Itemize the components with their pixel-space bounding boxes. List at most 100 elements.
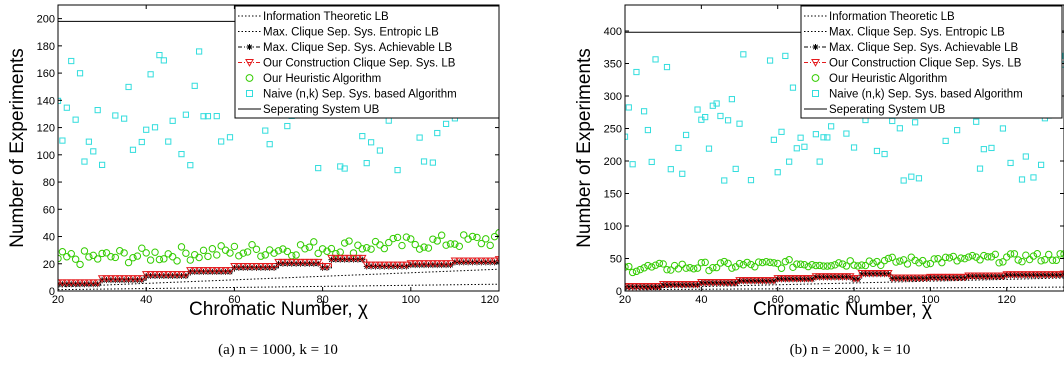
heuristic-point — [922, 260, 931, 268]
construction-lb-marker — [111, 275, 120, 283]
heuristic-point — [1041, 256, 1049, 264]
naive-point — [156, 51, 163, 59]
legend-entry-label: Information Theoretic LB — [829, 11, 955, 23]
heuristic-point — [283, 247, 292, 256]
achievable-lb-marker — [1003, 272, 1010, 279]
heuristic-point — [213, 251, 221, 259]
naive-point — [797, 134, 804, 141]
naive-point — [442, 120, 450, 127]
heuristic-point — [186, 256, 195, 264]
heuristic-point — [102, 249, 111, 257]
construction-lb-marker — [327, 254, 336, 263]
y-tick-label: 0 — [616, 286, 622, 298]
achievable-lb-marker — [112, 277, 119, 284]
x-tick-label: 20 — [52, 294, 64, 306]
achievable-lb-marker — [469, 259, 476, 266]
heuristic-point — [168, 253, 177, 261]
heuristic-point — [720, 257, 728, 266]
achievable-lb-marker — [633, 284, 640, 291]
achievable-lb-marker — [451, 259, 458, 266]
x-tick-label: 60 — [772, 294, 784, 306]
heuristic-point — [697, 258, 706, 267]
achievable-lb-marker — [152, 273, 159, 280]
achievable-lb-marker — [191, 268, 198, 275]
construction-lb-marker — [477, 257, 486, 266]
achievable-lb-marker — [94, 281, 101, 288]
heuristic-point — [632, 267, 641, 276]
achievable-lb-marker — [816, 274, 823, 281]
achievable-lb-marker — [200, 268, 207, 275]
naive-point — [721, 177, 728, 184]
achievable-lb-marker — [942, 275, 949, 281]
naive-point — [705, 145, 713, 152]
naive-point — [138, 138, 145, 146]
construction-lb-marker — [168, 271, 177, 279]
heuristic-point — [1022, 251, 1030, 259]
legend-triangle-marker — [811, 59, 820, 67]
naive-point — [178, 151, 185, 158]
construction-lb-marker — [194, 267, 204, 275]
heuristic-point — [442, 241, 450, 249]
heuristic-point — [827, 262, 835, 270]
construction-lb-marker — [128, 275, 138, 283]
naive-point — [200, 113, 207, 120]
achievable-lb-marker — [204, 268, 211, 275]
heuristic-point — [80, 247, 89, 255]
y-tick-label: 400 — [604, 26, 622, 38]
achievable-lb-marker — [253, 264, 260, 271]
naive-point — [72, 116, 79, 123]
construction-lb-marker — [291, 258, 301, 267]
achievable-lb-marker — [1019, 272, 1026, 279]
achievable-lb-marker — [478, 259, 485, 266]
naive-point — [782, 52, 789, 60]
achievable-lb-marker — [900, 275, 907, 282]
achievable-lb-marker — [652, 284, 659, 291]
construction-lb-marker — [203, 267, 213, 275]
heuristic-point — [288, 251, 296, 260]
heuristic-point — [766, 258, 774, 267]
legend-entry-label: Max. Clique Sep. Sys. Achievable LB — [829, 42, 1019, 54]
construction-lb-marker — [93, 279, 102, 287]
heuristic-point — [915, 259, 923, 267]
heuristic-point — [625, 262, 633, 271]
x-tick-label: 60 — [228, 294, 240, 306]
achievable-lb-marker — [831, 274, 838, 281]
y-tick-label: 300 — [604, 91, 622, 103]
achievable-lb-marker — [885, 271, 892, 278]
achievable-lb-marker — [648, 284, 655, 291]
construction-lb-marker — [199, 267, 208, 275]
achievable-lb-marker — [801, 276, 808, 283]
heuristic-point — [751, 263, 759, 271]
heuristic-point — [155, 255, 164, 264]
heuristic-point — [58, 254, 62, 263]
heuristic-point — [76, 260, 84, 269]
legend-entry-label: Max. Clique Sep. Sys. Entropic LB — [829, 27, 1005, 39]
achievable-lb-marker — [332, 256, 339, 263]
naive-point — [1007, 159, 1014, 167]
heuristic-point — [941, 253, 950, 262]
naive-point — [954, 127, 961, 134]
construction-lb-marker — [318, 262, 327, 271]
achievable-lb-marker — [491, 259, 498, 266]
construction-lb-marker — [375, 261, 385, 270]
construction-lb-marker — [380, 261, 389, 270]
achievable-lb-marker — [403, 263, 410, 270]
heuristic-point — [850, 261, 858, 269]
y-tick-label: 200 — [604, 156, 622, 168]
construction-lb-marker — [344, 254, 354, 263]
naive-point — [770, 136, 777, 143]
legend-entry-label: Max. Clique Sep. Sys. Entropic LB — [263, 27, 439, 39]
construction-lb-marker — [225, 267, 235, 275]
achievable-lb-marker — [996, 273, 1003, 280]
naive-point — [1037, 161, 1045, 168]
achievable-lb-marker — [147, 273, 154, 280]
achievable-lb-marker — [782, 276, 789, 283]
heuristic-point — [340, 239, 349, 247]
construction-lb-marker — [124, 275, 133, 283]
construction-lb-marker — [137, 275, 147, 283]
heuristic-point — [367, 245, 375, 253]
construction-lb-marker — [234, 262, 244, 271]
heuristic-point — [896, 257, 904, 265]
achievable-lb-marker — [72, 281, 79, 288]
construction-lb-marker — [309, 258, 319, 267]
